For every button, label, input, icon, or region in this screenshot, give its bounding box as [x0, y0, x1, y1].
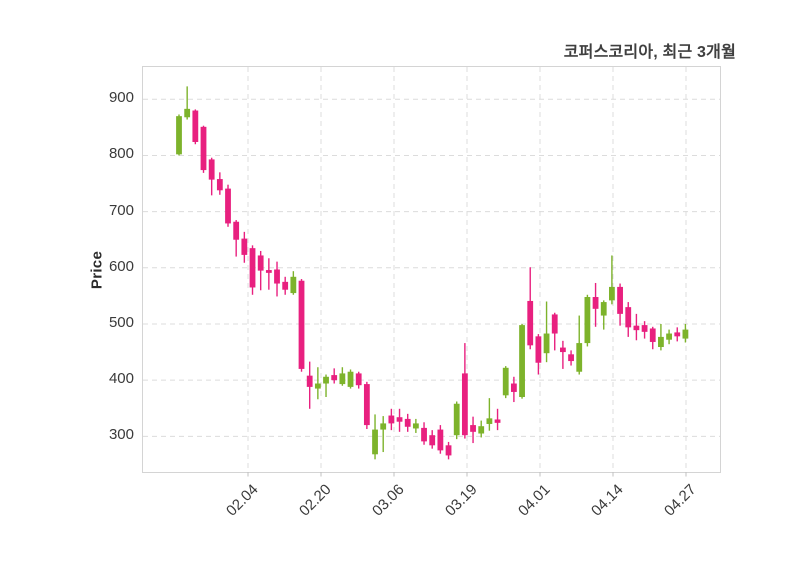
candle-down	[429, 435, 436, 446]
x-tick-label: 03.06	[369, 481, 409, 520]
candle-up	[600, 302, 607, 316]
candle-up	[176, 116, 182, 155]
x-tick-label: 02.04	[223, 481, 263, 520]
candle-down	[527, 300, 534, 346]
y-tick-label: 700	[108, 201, 134, 219]
candle-down	[298, 280, 305, 369]
candle-down	[274, 269, 280, 284]
candle-down	[216, 179, 223, 191]
candle-down	[617, 286, 623, 314]
candle-up	[339, 373, 346, 385]
candle-down	[494, 419, 501, 423]
candle-up	[502, 367, 509, 396]
candle-up	[658, 336, 664, 348]
candle-down	[200, 126, 207, 171]
candle-down	[249, 248, 256, 288]
candle-down	[265, 270, 272, 273]
candle-down	[355, 373, 362, 386]
candle-up	[682, 329, 689, 339]
candle-down	[568, 354, 574, 362]
candle-down	[437, 429, 444, 451]
candle-down	[641, 325, 648, 332]
candle-down	[282, 281, 289, 290]
candle-down	[559, 347, 566, 353]
y-tick-label: 800	[108, 145, 134, 163]
x-tick-label: 03.19	[442, 481, 482, 520]
y-tick-label: 300	[108, 426, 134, 444]
candle-up	[519, 325, 525, 398]
x-tick-label: 02.20	[296, 481, 336, 520]
x-tick-label: 04.27	[661, 481, 701, 520]
candle-down	[233, 221, 240, 240]
candle-down	[674, 332, 681, 337]
candle-down	[461, 373, 468, 436]
candle-up	[323, 376, 329, 384]
y-tick-label: 600	[108, 257, 134, 275]
plot-area	[142, 66, 721, 477]
y-tick-label: 400	[108, 370, 134, 388]
candle-down	[257, 255, 264, 271]
candle-down	[192, 110, 199, 142]
x-tick-label: 04.14	[588, 481, 628, 520]
candle-down	[470, 425, 476, 432]
candle-down	[510, 383, 517, 392]
candle-up	[314, 383, 321, 389]
candle-down	[388, 415, 395, 424]
y-tick-label: 900	[108, 89, 134, 107]
candle-down	[633, 325, 640, 331]
candle-down	[421, 427, 427, 442]
x-tick-label: 04.01	[515, 481, 555, 520]
candle-up	[576, 343, 583, 372]
candle-down	[625, 307, 632, 328]
candle-down	[208, 159, 215, 180]
candle-down	[592, 297, 599, 309]
candle-up	[290, 276, 297, 294]
candle-up	[478, 426, 485, 434]
candle-up	[486, 418, 493, 424]
candle-up	[609, 286, 615, 301]
candle-up	[453, 403, 460, 436]
candle-up	[412, 423, 419, 429]
candle-up	[184, 108, 191, 118]
candle-down	[445, 445, 452, 456]
candle-up	[666, 333, 672, 340]
candle-up	[543, 333, 550, 354]
candle-down	[306, 375, 313, 387]
candle-up	[380, 423, 387, 430]
candle-down	[649, 328, 656, 342]
chart-title: 코퍼스코리아, 최근 3개월	[563, 44, 736, 61]
candle-down	[241, 238, 248, 255]
candle-down	[363, 384, 370, 426]
candle-down	[396, 417, 403, 422]
candle-down	[404, 418, 411, 427]
y-tick-label: 500	[108, 313, 134, 331]
candle-up	[372, 429, 378, 455]
candle-down	[535, 336, 542, 363]
candle-down	[225, 188, 231, 224]
candle-down	[331, 375, 338, 381]
candle-up	[347, 371, 354, 387]
candle-up	[584, 297, 591, 344]
candle-down	[551, 314, 558, 334]
